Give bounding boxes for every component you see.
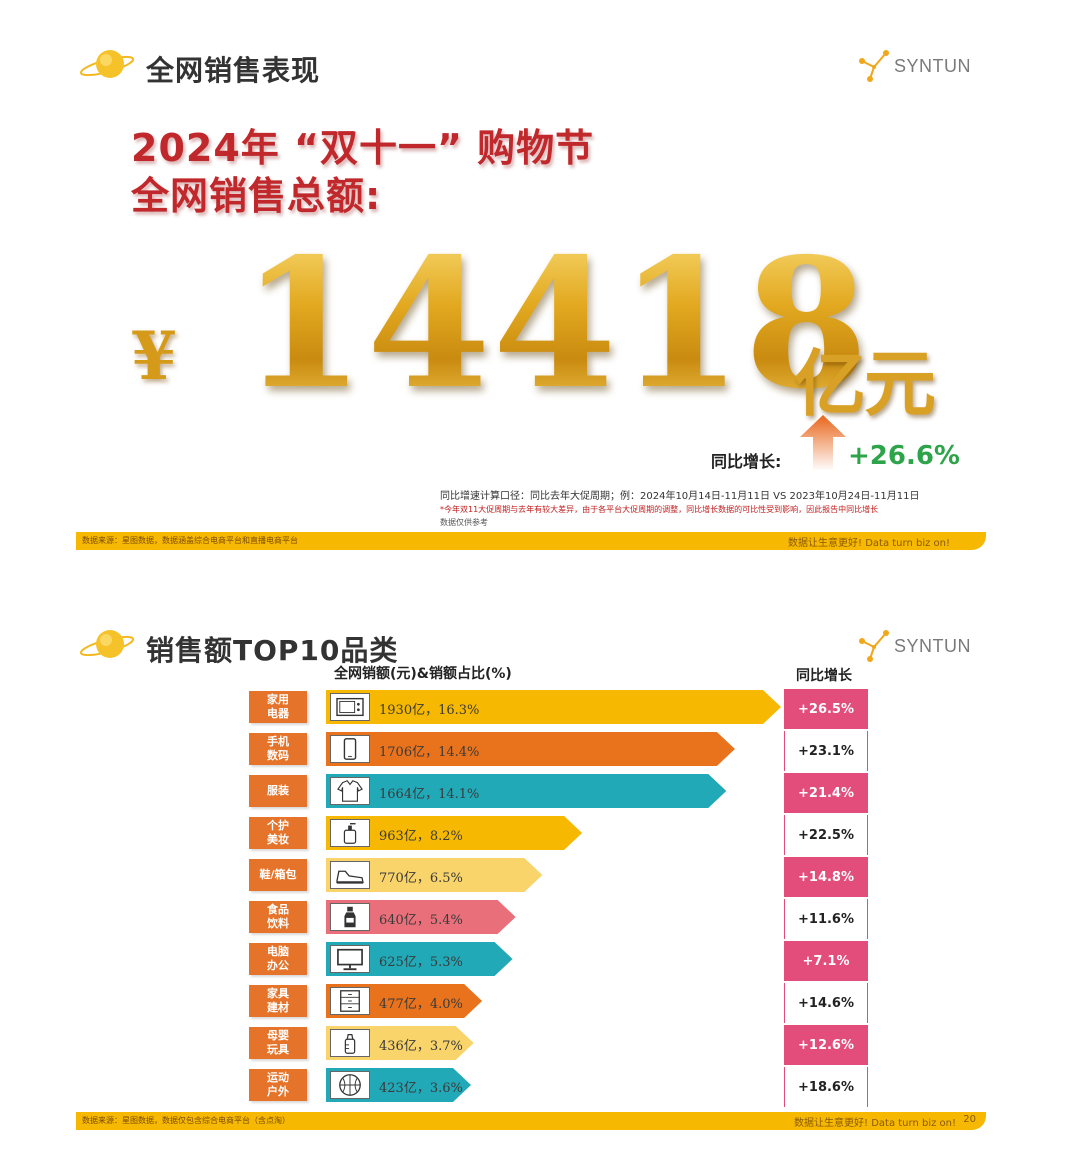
category-label: 食品 饮料 — [249, 901, 307, 933]
slide-header: 销售额TOP10品类 SYNTUN — [76, 615, 986, 675]
category-row: 服装 1664亿，14.1% — [76, 773, 986, 809]
sales-value-label: 1664亿，14.1% — [379, 787, 480, 802]
lotion-icon — [343, 823, 357, 844]
category-icon-box — [330, 903, 370, 931]
growth-cell: +14.8% — [784, 857, 868, 897]
up-arrow-icon — [800, 415, 846, 471]
sales-value-label: 436亿，3.7% — [379, 1039, 463, 1054]
phone-icon — [343, 738, 357, 760]
data-source: 数据来源：星图数据，数据涵盖综合电商平台和直播电商平台 — [82, 536, 298, 545]
headline-line-1: 2024年 “双十一” 购物节 — [131, 126, 595, 170]
category-icon-box — [330, 735, 370, 763]
note-methodology: 同比增速计算口径：同比去年大促周期；例：2024年10月14日-11月11日 V… — [440, 491, 920, 502]
growth-subtitle: 同比增长 — [796, 668, 852, 684]
growth-cell: +22.5% — [784, 815, 868, 855]
category-icon-box — [330, 777, 370, 805]
microwave-icon — [336, 697, 364, 717]
category-row: 运动 户外 423亿，3.6% — [76, 1067, 986, 1103]
growth-cell: +21.4% — [784, 773, 868, 813]
growth-cell: +7.1% — [784, 941, 868, 981]
sales-bar — [326, 774, 726, 808]
category-label: 手机 数码 — [249, 733, 307, 765]
baby-bottle-icon — [344, 1034, 356, 1054]
top10-categories-slide: 销售额TOP10品类 SYNTUN 全网销额(元)&销额占比(%) 同比增长 家… — [76, 615, 986, 1130]
sales-value-label: 770亿，6.5% — [379, 871, 463, 886]
growth-cell: +11.6% — [784, 899, 868, 939]
slide-footer: 数据来源：星图数据，数据仅包含综合电商平台（含点淘） 数据让生意更好! Data… — [76, 1112, 986, 1130]
shirt-icon — [337, 780, 363, 802]
cabinet-icon — [340, 990, 360, 1012]
category-label: 电脑 办公 — [249, 943, 307, 975]
total-amount: 14418 — [241, 219, 871, 428]
category-row: 食品 饮料 640亿，5.4% — [76, 899, 986, 935]
category-label: 家用 电器 — [249, 691, 307, 723]
logo-star-icon — [859, 630, 889, 662]
category-label: 家具 建材 — [249, 985, 307, 1017]
bottle-icon — [344, 906, 356, 928]
sales-value-label: 625亿，5.3% — [379, 955, 463, 970]
sales-value-label: 1706亿，14.4% — [379, 745, 480, 760]
category-row: 家具 建材 477亿，4.0% — [76, 983, 986, 1019]
category-icon-box — [330, 987, 370, 1015]
headline-line-2: 全网销售总额: — [131, 174, 382, 218]
header-title: 销售额TOP10品类 — [146, 634, 399, 667]
growth-cell: +14.6% — [784, 983, 868, 1023]
category-row: 家用 电器 1930亿，16.3% — [76, 689, 986, 725]
category-row: 母婴 玩具 436亿，3.7% — [76, 1025, 986, 1061]
planet-icon — [79, 50, 135, 78]
growth-cell: +18.6% — [784, 1067, 868, 1107]
header-title: 全网销售表现 — [146, 54, 321, 87]
category-row: 电脑 办公 625亿，5.3% — [76, 941, 986, 977]
growth-value: +26.6% — [848, 441, 960, 471]
footer-motto: 数据让生意更好! Data turn biz on! — [794, 1118, 956, 1129]
slide-footer: 数据来源：星图数据，数据涵盖综合电商平台和直播电商平台 数据让生意更好! Dat… — [76, 532, 986, 550]
category-row: 手机 数码 1706亿，14.4% — [76, 731, 986, 767]
growth-cell: +26.5% — [784, 689, 868, 729]
basketball-icon — [339, 1074, 361, 1096]
logo-star-icon — [859, 50, 889, 82]
category-icon-box — [330, 693, 370, 721]
category-label: 个护 美妆 — [249, 817, 307, 849]
amount-unit: 亿元 — [794, 342, 936, 426]
category-icon-box — [330, 1029, 370, 1057]
category-icon-box — [330, 945, 370, 973]
planet-icon — [79, 630, 135, 658]
sales-value-label: 1930亿，16.3% — [379, 703, 480, 718]
category-icon-box — [330, 819, 370, 847]
sales-value-label: 423亿，3.6% — [379, 1081, 463, 1096]
note-warning-cont: 数据仅供参考 — [440, 518, 488, 527]
sales-value-label: 640亿，5.4% — [379, 913, 463, 928]
monitor-icon — [337, 948, 363, 971]
growth-cell: +23.1% — [784, 731, 868, 771]
growth-label: 同比增长: — [711, 452, 782, 471]
total-sales-slide: 全网销售表现 SYNTUN 2024年 “双十一” 购物节 全网销售总额: ¥ … — [76, 35, 986, 550]
sales-bar — [326, 690, 781, 724]
note-warning: *今年双11大促周期与去年有较大差异，由于各平台大促周期的调整，同比增长数据的可… — [440, 505, 879, 514]
growth-column: +26.5% +23.1% +21.4% +22.5% +14.8% +11.6% +7.1… — [784, 689, 868, 1109]
slide-header: 全网销售表现 SYNTUN — [76, 35, 986, 95]
category-label: 鞋/箱包 — [249, 859, 307, 891]
category-label: 运动 户外 — [249, 1069, 307, 1101]
currency-symbol: ¥ — [131, 317, 177, 395]
sales-bar — [326, 732, 735, 766]
sales-value-label: 963亿，8.2% — [379, 829, 463, 844]
page-number: 20 — [963, 1114, 976, 1125]
growth-cell: +12.6% — [784, 1025, 868, 1065]
footer-motto: 数据让生意更好! Data turn biz on! — [788, 538, 950, 549]
category-label: 服装 — [249, 775, 307, 807]
sales-value-label: 477亿，4.0% — [379, 997, 463, 1012]
sales-subtitle: 全网销额(元)&销额占比(%) — [334, 666, 512, 682]
logo-text: SYNTUN — [894, 56, 972, 76]
syntun-logo: SYNTUN — [856, 627, 976, 663]
logo-text: SYNTUN — [894, 636, 972, 656]
category-icon-box — [330, 861, 370, 889]
category-label: 母婴 玩具 — [249, 1027, 307, 1059]
syntun-logo: SYNTUN — [856, 47, 976, 83]
sneaker-icon — [336, 870, 364, 884]
category-row: 鞋/箱包 770亿，6.5% — [76, 857, 986, 893]
data-source: 数据来源：星图数据，数据仅包含综合电商平台（含点淘） — [82, 1116, 290, 1125]
category-row: 个护 美妆 963亿，8.2% — [76, 815, 986, 851]
category-icon-box — [330, 1071, 370, 1099]
